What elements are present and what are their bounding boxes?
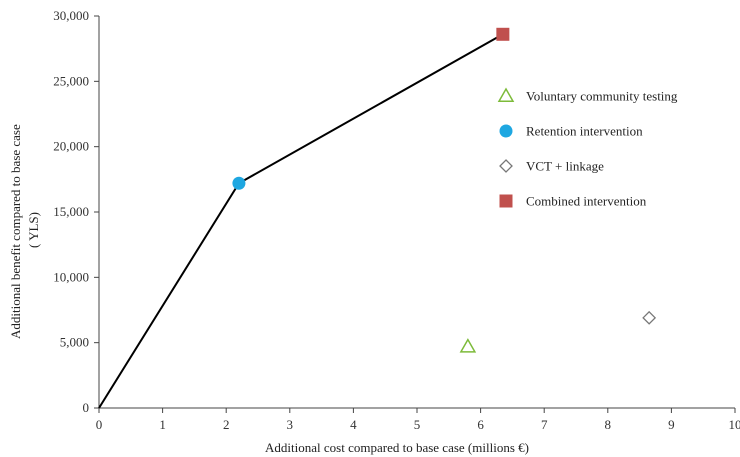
x-tick-label: 6 — [477, 417, 484, 432]
data-point — [642, 310, 657, 325]
legend-marker — [497, 87, 515, 102]
x-tick-label: 7 — [541, 417, 548, 432]
x-tick-label: 9 — [668, 417, 675, 432]
x-tick-label: 4 — [350, 417, 357, 432]
y-axis-title-line-1: Additional benefit compared to base case — [8, 124, 23, 339]
y-axis-title-line-2: ( YLS) — [26, 212, 41, 248]
data-points — [232, 27, 657, 353]
data-point — [496, 27, 510, 41]
axes — [98, 16, 735, 409]
y-tick-label: 10,000 — [53, 269, 89, 284]
x-tick-label: 5 — [414, 417, 421, 432]
y-tick-label: 25,000 — [53, 73, 89, 88]
legend-label: Retention intervention — [526, 124, 643, 139]
legend-label: Combined intervention — [526, 194, 647, 209]
y-axis-title: Additional benefit compared to base case… — [8, 121, 41, 339]
x-axis-ticks: 0 1 2 3 4 5 6 7 8 9 10 — [96, 408, 740, 432]
legend-label: VCT + linkage — [526, 159, 604, 174]
legend-marker — [499, 194, 513, 208]
x-tick-label: 3 — [287, 417, 294, 432]
y-tick-label: 5,000 — [60, 335, 89, 350]
legend-marker — [499, 159, 513, 173]
x-tick-label: 0 — [96, 417, 103, 432]
y-tick-label: 30,000 — [53, 8, 89, 23]
frontier-line — [98, 33, 504, 409]
legend: Voluntary community testing Retention int… — [497, 87, 678, 209]
x-tick-label: 10 — [729, 417, 740, 432]
x-axis-title: Additional cost compared to base case (m… — [265, 440, 529, 455]
x-tick-label: 2 — [223, 417, 230, 432]
x-tick-label: 8 — [605, 417, 612, 432]
legend-marker — [499, 124, 513, 138]
data-point — [232, 176, 246, 190]
y-tick-label: 20,000 — [53, 139, 89, 154]
y-tick-label: 15,000 — [53, 204, 89, 219]
legend-label: Voluntary community testing — [526, 89, 678, 104]
frontier-line-group — [98, 33, 504, 409]
x-tick-label: 1 — [159, 417, 166, 432]
y-tick-label: 0 — [83, 400, 90, 415]
data-point — [459, 338, 477, 353]
y-axis-ticks: 0 5,000 10,000 15,000 20,000 25,000 30,000 — [53, 8, 99, 415]
